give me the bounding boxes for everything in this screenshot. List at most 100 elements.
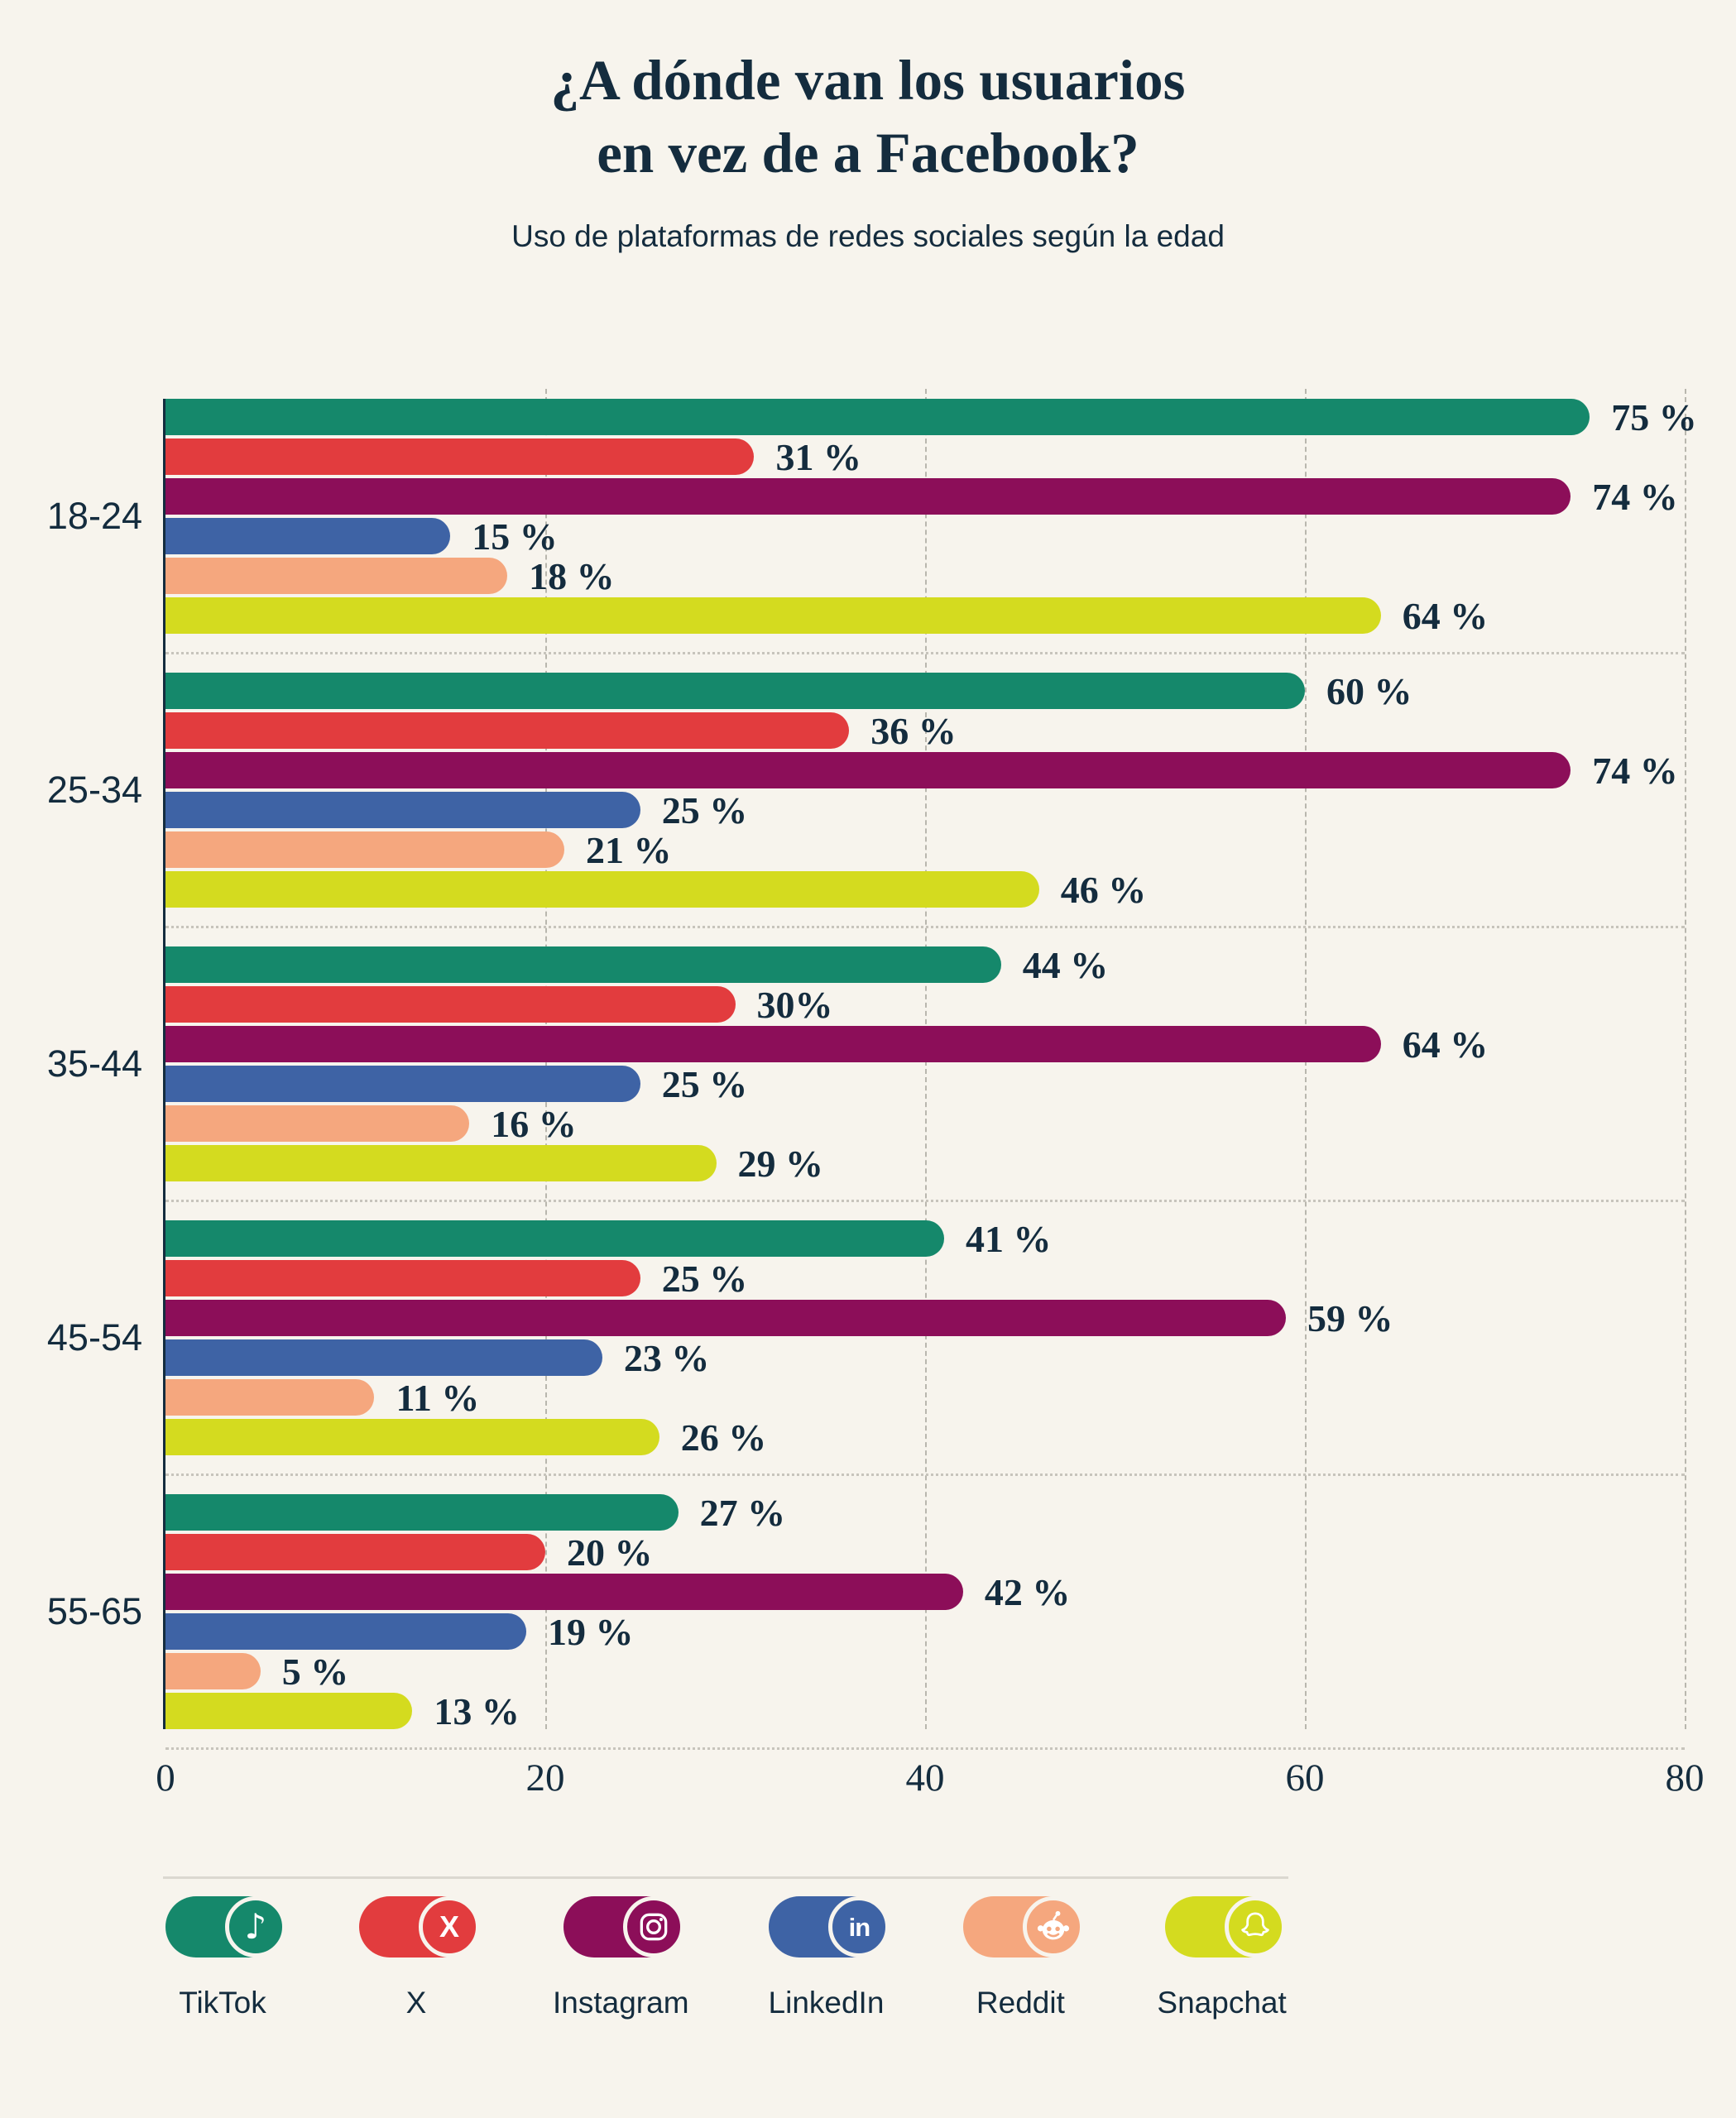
legend-label: Snapchat [1157,1986,1287,2020]
bar-value-label: 41 % [965,1217,1052,1260]
bar-value-label: 18 % [529,554,615,597]
bar-value-label: 5 % [281,1650,349,1693]
bar-snapchat-18-24 [165,597,1381,634]
age-group-25-34: 25-34 60 % 36 % 74 % 25 % 21 % 46 % [47,670,1685,928]
legend-label: Instagram [553,1986,689,2020]
legend-item-snapchat: Snapchat [1157,1896,1287,2020]
age-group-18-24: 18-24 75 % 31 % 74 % 15 % 18 % 64 % [47,396,1697,654]
bar-tiktok-25-34 [165,673,1305,709]
legend-item-reddit: Reddit [963,1896,1085,2020]
page-title: ¿A dónde van los usuarios en vez de a Fa… [0,45,1736,189]
legend-pill [963,1896,1085,1957]
x-axis-tick-0: 0 [156,1756,175,1799]
bar-x-25-34 [165,712,850,749]
legend: ♪ TikTok X X Instagram in LinkedIn Reddit Snapch… [165,1896,1287,2020]
bar-row-x-35-44: 30% [165,984,1685,1026]
bar-row-x-45-54: 25 % [165,1258,1685,1300]
bar-instagram-45-54 [165,1300,1287,1336]
bar-value-label: 25 % [661,1062,748,1105]
legend-item-instagram: Instagram [553,1896,689,2020]
bar-value-label: 23 % [623,1336,710,1379]
bar-row-instagram-55-65: 42 % [165,1571,1685,1613]
bar-value-label: 13 % [434,1689,520,1732]
bar-row-snapchat-35-44: 29 % [165,1143,1685,1185]
bar-snapchat-25-34 [165,871,1039,908]
linkedin-icon: in [828,1896,890,1957]
bar-reddit-55-65 [165,1653,261,1689]
bar-row-snapchat-55-65: 13 % [165,1690,1685,1732]
bar-tiktok-35-44 [165,946,1001,983]
snapchat-icon [1224,1896,1286,1957]
bar-row-snapchat-25-34: 46 % [165,869,1685,911]
page-subtitle: Uso de plataformas de redes sociales seg… [511,219,1225,254]
bar-row-x-18-24: 31 % [165,436,1685,478]
bar-value-label: 30% [756,983,833,1026]
age-group-label: 45-54 [46,1316,142,1358]
legend-label: X [405,1986,427,2020]
page-title-line2: en vez de a Facebook? [597,121,1139,184]
page-title-line1: ¿A dónde van los usuarios [550,49,1186,112]
bar-reddit-35-44 [165,1105,470,1142]
bar-tiktok-55-65 [165,1494,679,1531]
bar-value-label: 25 % [661,1257,748,1300]
bar-row-tiktok-25-34: 60 % [165,670,1685,712]
bar-value-label: 15 % [472,515,558,558]
bar-linkedin-55-65 [165,1613,527,1650]
bar-value-label: 20 % [567,1531,653,1574]
instagram-icon [623,1896,685,1957]
bar-row-reddit-45-54: 11 % [165,1377,1685,1419]
bar-row-linkedin-45-54: 23 % [165,1337,1685,1379]
bar-instagram-35-44 [165,1026,1381,1062]
bar-value-label: 44 % [1022,943,1109,986]
bar-linkedin-45-54 [165,1339,602,1376]
bar-x-18-24 [165,438,755,475]
bar-linkedin-25-34 [165,792,640,828]
bar-row-tiktok-55-65: 27 % [165,1492,1685,1534]
bar-value-label: 27 % [699,1491,786,1534]
legend-pill: ♪ [165,1896,286,1957]
legend-label: LinkedIn [768,1986,885,2020]
bar-instagram-55-65 [165,1574,963,1610]
bar-row-x-55-65: 20 % [165,1531,1685,1574]
bar-linkedin-35-44 [165,1066,640,1102]
bar-row-linkedin-18-24: 15 % [165,515,1685,558]
bar-value-label: 25 % [661,788,748,831]
bar-row-tiktok-35-44: 44 % [165,944,1685,986]
x-axis-tick-20: 20 [525,1756,565,1799]
x-icon: X [419,1896,480,1957]
bar-reddit-45-54 [165,1379,375,1416]
bar-instagram-18-24 [165,478,1571,515]
bar-row-instagram-18-24: 74 % [165,476,1685,518]
bar-value-label: 64 % [1402,594,1489,637]
bar-value-label: 31 % [775,435,861,478]
bar-row-snapchat-45-54: 26 % [165,1416,1685,1459]
header: ¿A dónde van los usuarios en vez de a Fa… [0,0,1736,254]
legend-label: Reddit [976,1986,1065,2020]
bar-instagram-25-34 [165,752,1571,788]
legend-pill: in [769,1896,890,1957]
x-axis-tick-60: 60 [1285,1756,1325,1799]
bar-row-reddit-35-44: 16 % [165,1103,1685,1145]
bar-value-label: 11 % [396,1376,480,1419]
bar-tiktok-18-24 [165,399,1590,435]
bar-value-label: 21 % [585,828,672,871]
age-group-label: 55-65 [46,1590,142,1632]
legend-item-tiktok: ♪ TikTok [165,1896,286,2020]
bar-value-label: 26 % [680,1416,767,1459]
legend-label: TikTok [179,1986,266,2020]
bar-value-label: 74 % [1592,749,1678,792]
age-group-35-44: 35-44 44 % 30% 64 % 25 % 16 % 29 % [47,944,1685,1202]
bar-snapchat-45-54 [165,1419,659,1455]
bar-x-55-65 [165,1534,545,1570]
x-axis-tick-80: 80 [1665,1756,1705,1799]
plot-area: 18-24 75 % 31 % 74 % 15 % 18 % 64 % 25-34 60 % 36… [47,389,1705,1799]
bar-value-label: 19 % [548,1610,634,1653]
bar-value-label: 75 % [1611,395,1697,438]
bar-value-label: 36 % [870,709,957,752]
gridline-80 [1685,389,1686,1729]
bar-value-label: 29 % [737,1142,824,1185]
bar-linkedin-18-24 [165,518,451,554]
bar-value-label: 60 % [1326,669,1412,712]
bar-row-linkedin-55-65: 19 % [165,1611,1685,1653]
